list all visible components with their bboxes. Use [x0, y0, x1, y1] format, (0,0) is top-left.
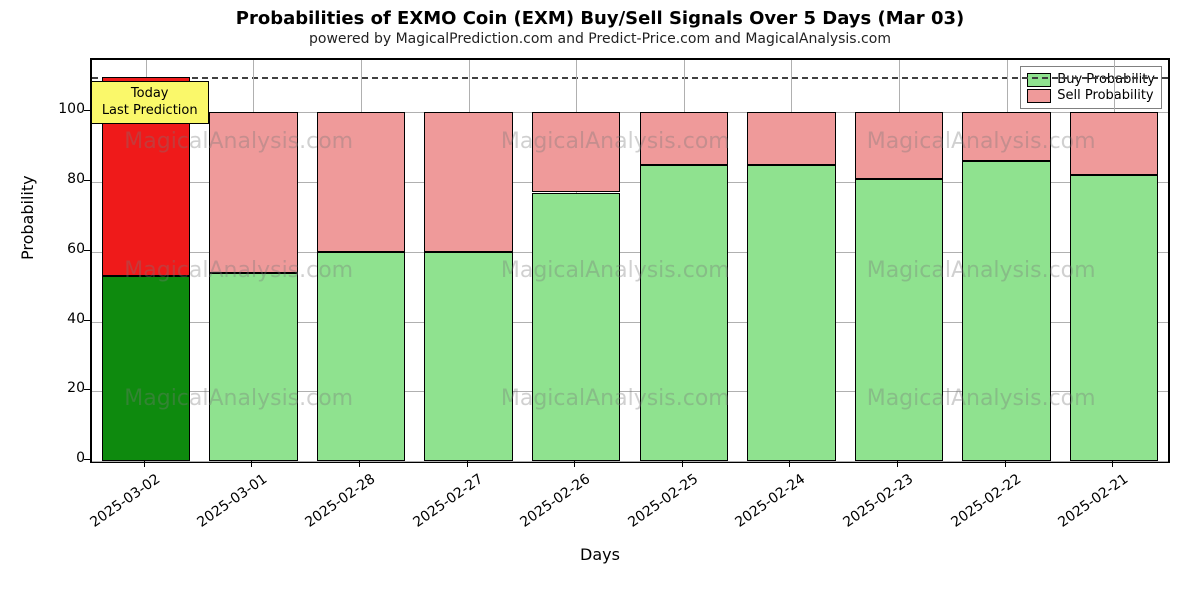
annotation-line1: Today — [131, 86, 169, 101]
ytick-mark — [84, 320, 90, 321]
legend-entry-sell: Sell Probability — [1027, 88, 1155, 103]
bar-buy — [1070, 175, 1158, 461]
legend-entry-buy: Buy Probability — [1027, 72, 1155, 87]
bar-buy — [317, 252, 405, 461]
bar-sell — [209, 112, 297, 272]
xtick-label: 2025-02-22 — [941, 471, 1024, 536]
xtick-label: 2025-03-02 — [80, 471, 163, 536]
bar-sell — [747, 112, 835, 164]
bar-sell — [962, 112, 1050, 161]
annotation-line2: Last Prediction — [102, 103, 198, 118]
xtick-label: 2025-02-24 — [726, 471, 809, 536]
bar-sell — [1070, 112, 1158, 175]
bar-buy — [532, 193, 620, 461]
y-axis-label: Probability — [18, 175, 37, 260]
ytick-mark — [84, 389, 90, 390]
bar-buy — [855, 179, 943, 461]
xtick-label: 2025-03-01 — [188, 471, 271, 536]
xtick-mark — [574, 461, 575, 467]
ytick-label: 20 — [40, 380, 85, 396]
xtick-label: 2025-02-26 — [510, 471, 593, 536]
x-axis-label: Days — [0, 545, 1200, 564]
xtick-mark — [251, 461, 252, 467]
xtick-mark — [789, 461, 790, 467]
bar-buy — [209, 273, 297, 461]
legend-swatch-buy — [1027, 73, 1051, 87]
ytick-mark — [84, 180, 90, 181]
bar-sell — [424, 112, 512, 251]
ytick-mark — [84, 110, 90, 111]
xtick-label: 2025-02-27 — [403, 471, 486, 536]
ytick-mark — [84, 250, 90, 251]
legend: Buy Probability Sell Probability — [1020, 66, 1162, 109]
xtick-label: 2025-02-21 — [1048, 471, 1131, 536]
xtick-mark — [359, 461, 360, 467]
ytick-label: 100 — [40, 101, 85, 117]
bar-buy — [747, 165, 835, 461]
xtick-label: 2025-02-25 — [618, 471, 701, 536]
chart-title: Probabilities of EXMO Coin (EXM) Buy/Sel… — [0, 8, 1200, 29]
xtick-mark — [1005, 461, 1006, 467]
chart-subtitle: powered by MagicalPrediction.com and Pre… — [0, 31, 1200, 47]
ytick-label: 80 — [40, 171, 85, 187]
legend-label-buy: Buy Probability — [1057, 72, 1155, 87]
bar-buy — [962, 161, 1050, 461]
bar-buy — [424, 252, 512, 461]
ytick-mark — [84, 459, 90, 460]
bar-sell — [640, 112, 728, 164]
ytick-label: 0 — [40, 450, 85, 466]
xtick-mark — [1112, 461, 1113, 467]
bar-buy — [102, 276, 190, 461]
xtick-mark — [897, 461, 898, 467]
ytick-label: 40 — [40, 311, 85, 327]
legend-label-sell: Sell Probability — [1057, 88, 1153, 103]
xtick-mark — [467, 461, 468, 467]
plot-area: Buy Probability Sell Probability Today La… — [90, 58, 1170, 463]
xtick-mark — [144, 461, 145, 467]
xtick-label: 2025-02-28 — [295, 471, 378, 536]
today-annotation: Today Last Prediction — [91, 81, 209, 124]
legend-swatch-sell — [1027, 89, 1051, 103]
bar-sell — [855, 112, 943, 178]
xtick-mark — [682, 461, 683, 467]
bar-sell — [532, 112, 620, 192]
gridline-h — [92, 461, 1168, 462]
ytick-label: 60 — [40, 241, 85, 257]
bar-sell — [317, 112, 405, 251]
xtick-label: 2025-02-23 — [833, 471, 916, 536]
bar-buy — [640, 165, 728, 461]
